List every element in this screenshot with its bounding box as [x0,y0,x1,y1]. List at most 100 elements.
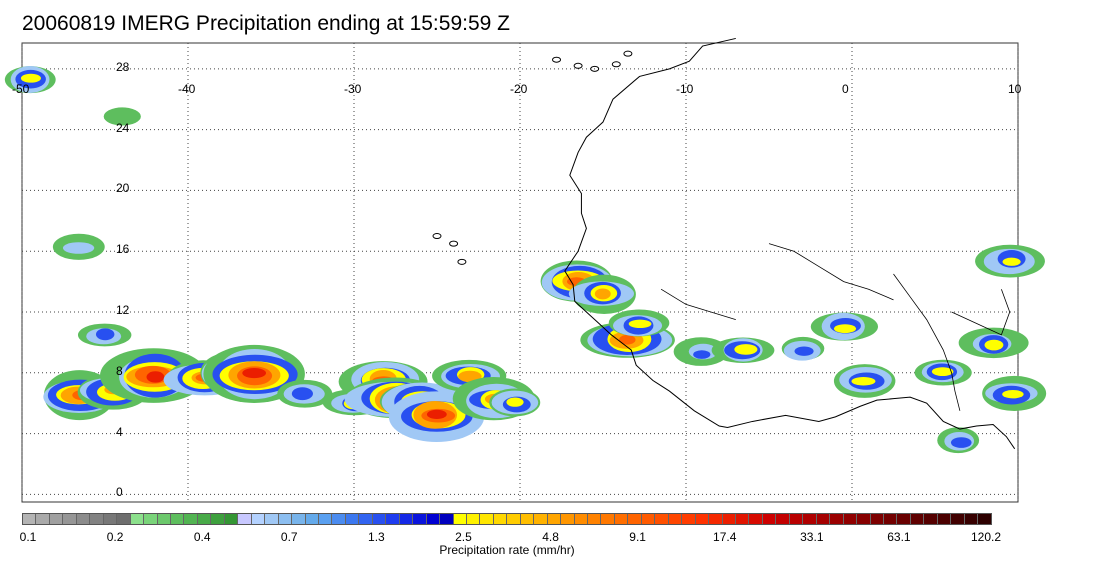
precip-contour [734,344,758,355]
lon-tick-label: 0 [842,82,849,96]
coastlines [432,37,1016,450]
colorbar-swatch [23,514,37,524]
colorbar-swatch [453,514,467,524]
precip-contour [794,346,814,356]
precip-contour [833,324,857,334]
island-outline [457,258,467,265]
precip-contour [1002,390,1024,399]
colorbar [22,513,992,525]
colorbar-swatch [292,514,306,524]
colorbar-swatch [870,514,884,524]
precip-cell [937,427,980,454]
island-outline [552,56,562,63]
colorbar-label: 63.1 [887,530,911,544]
precip-contour [103,107,141,126]
precip-cell [781,336,825,361]
colorbar-swatch [628,514,642,524]
gridlines [21,43,1019,502]
precip-contour [242,367,267,379]
colorbar-swatch [561,514,575,524]
colorbar-swatch [641,514,656,524]
africa-coastline [564,37,1016,450]
colorbar-swatch [130,514,145,524]
colorbar-swatch [884,514,898,524]
precip-cell [489,388,541,417]
colorbar-swatch [978,514,991,524]
colorbar-swatch [386,514,400,524]
colorbar-swatch [211,514,225,524]
colorbar-swatch [224,514,239,524]
precip-contour [95,328,115,341]
colorbar-label: 0.7 [280,530,298,544]
colorbar-swatch [789,514,804,524]
colorbar-swatch [709,514,723,524]
colorbar-swatch [251,514,266,524]
precip-cell [77,323,132,347]
precip-cell [711,337,775,363]
colorbar-swatch [103,514,118,524]
island-outline [611,61,621,68]
precip-cell [810,312,878,341]
colorbar-swatch [466,514,481,524]
colorbar-swatch [924,514,938,524]
precip-contour [619,334,636,345]
precip-cell [52,233,105,260]
precip-cell [914,359,972,386]
lat-tick-label: 24 [116,120,130,135]
colorbar-swatch [897,514,911,524]
colorbar-label: 2.5 [455,530,472,544]
colorbar-label: 4.8 [542,530,559,544]
precip-contour [931,367,954,376]
colorbar-swatch [507,514,521,524]
river-line [893,273,961,411]
colorbar-swatch [90,514,104,524]
colorbar-label: 17.4 [713,530,737,544]
precip-contour [628,319,652,329]
colorbar-swatch [830,514,844,524]
colorbar-swatch [305,514,319,524]
colorbar-swatch [762,514,777,524]
island-outline [449,240,459,247]
colorbar-swatch [655,514,669,524]
lon-tick-label: -40 [178,82,196,96]
colorbar-swatch [63,514,77,524]
precip-contour [950,437,972,448]
precip-contour [851,377,876,386]
colorbar-swatch [574,514,589,524]
colorbar-swatch [345,514,360,524]
colorbar-label: 33.1 [800,530,824,544]
colorbar-swatch [399,514,414,524]
island-outline [590,65,600,72]
colorbar-swatch [520,514,535,524]
colorbar-swatch [816,514,831,524]
precip-cell [833,364,896,398]
lat-tick-label: 4 [116,424,123,439]
lon-tick-label: -20 [510,82,528,96]
colorbar-swatch [749,514,763,524]
colorbar-swatch [426,514,441,524]
colorbar-label: 1.3 [368,530,385,544]
colorbar-swatch [910,514,925,524]
colorbar-label: 0.2 [106,530,124,544]
colorbar-swatch [480,514,494,524]
precipitation-field [4,66,1047,454]
precip-contour [146,371,165,383]
colorbar-label: 0.4 [193,530,211,544]
colorbar-swatch [951,514,965,524]
colorbar-swatch [76,514,91,524]
colorbar-swatch [682,514,696,524]
colorbar-swatch [117,514,131,524]
lat-tick-label: 8 [116,363,123,378]
precip-cell [103,107,141,126]
colorbar-swatch [332,514,346,524]
colorbar-label: 0.1 [19,530,37,544]
precip-contour [291,387,313,401]
precip-cell [608,309,670,337]
map-title: 20060819 IMERG Precipitation ending at 1… [22,12,510,35]
colorbar-swatch [722,514,737,524]
island-outline [623,50,633,57]
colorbar-swatch [440,514,454,524]
colorbar-swatch [736,514,750,524]
colorbar-swatch [547,514,562,524]
